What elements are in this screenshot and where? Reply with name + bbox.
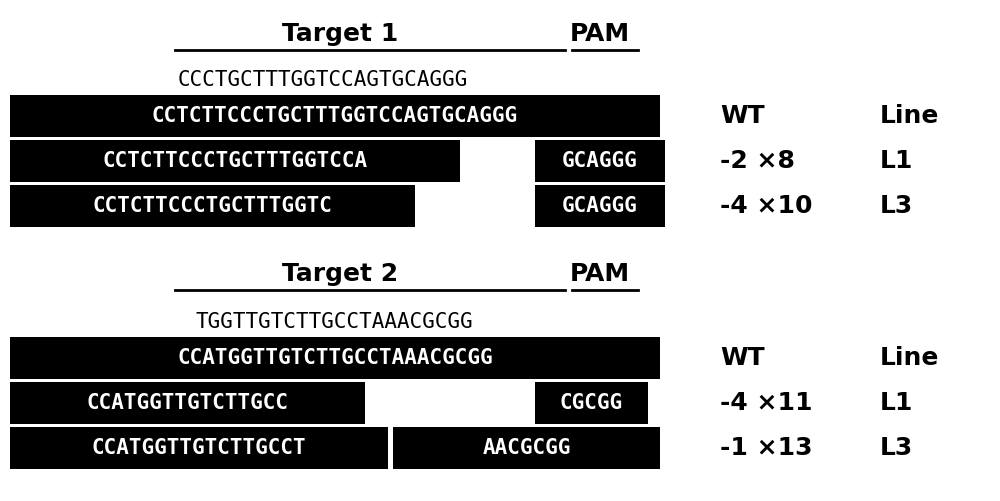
Bar [10,140,460,182]
Text: CCATGGTTGTCTTGCCT: CCATGGTTGTCTTGCCT [92,438,306,458]
Text: WT: WT [720,346,765,370]
Text: L3: L3 [880,436,913,460]
Bar [535,140,665,182]
Text: -4 ×11: -4 ×11 [720,391,812,415]
Text: Line: Line [880,346,939,370]
Text: Line: Line [880,104,939,128]
Text: WT: WT [720,104,765,128]
Text: CGCGG: CGCGG [560,393,623,413]
Text: L1: L1 [880,391,913,415]
Bar [535,382,648,424]
Text: PAM: PAM [570,262,630,286]
Bar [10,337,660,379]
Text: -4 ×10: -4 ×10 [720,194,812,218]
Text: CCATGGTTGTCTTGCC: CCATGGTTGTCTTGCC [87,393,288,413]
Text: -2 ×8: -2 ×8 [720,149,795,173]
Text: L1: L1 [880,149,913,173]
Text: GCAGGG: GCAGGG [562,151,638,171]
Bar [393,427,660,469]
Text: L3: L3 [880,194,913,218]
Text: GCAGGG: GCAGGG [562,196,638,216]
Text: CCCTGCTTTGGTCCAGTGCAGGG: CCCTGCTTTGGTCCAGTGCAGGG [178,70,468,90]
Bar [10,185,415,227]
Text: CCTCTTCCCTGCTTTGGTC: CCTCTTCCCTGCTTTGGTC [93,196,332,216]
Text: -1 ×13: -1 ×13 [720,436,812,460]
Text: Target 1: Target 1 [282,22,398,46]
Text: TGGTTGTCTTGCCTAAACGCGG: TGGTTGTCTTGCCTAAACGCGG [195,312,473,332]
Bar [535,185,665,227]
Bar [10,382,365,424]
Bar [10,427,388,469]
Bar [10,95,660,137]
Text: CCTCTTCCCTGCTTTGGTCCA: CCTCTTCCCTGCTTTGGTCCA [102,151,368,171]
Text: CCTCTTCCCTGCTTTGGTCCAGTGCAGGG: CCTCTTCCCTGCTTTGGTCCAGTGCAGGG [152,106,518,126]
Text: AACGCGG: AACGCGG [482,438,571,458]
Text: Target 2: Target 2 [282,262,398,286]
Text: PAM: PAM [570,22,630,46]
Text: CCATGGTTGTCTTGCCTAAACGCGG: CCATGGTTGTCTTGCCTAAACGCGG [177,348,493,368]
